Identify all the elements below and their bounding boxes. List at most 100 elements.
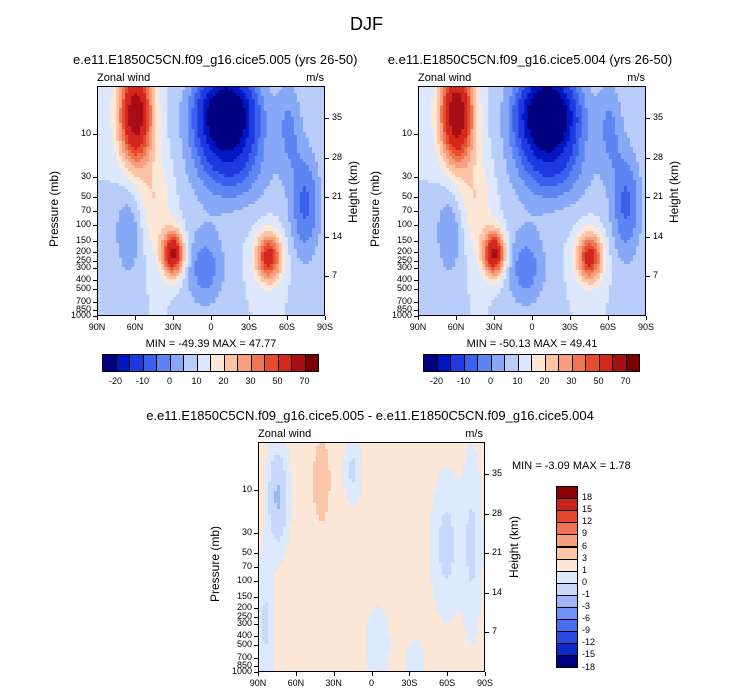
left-field-cell (281, 99, 286, 103)
left-field-cell (200, 105, 205, 109)
left-field-cell (200, 261, 205, 265)
left-field-cell (182, 102, 186, 106)
left-field-cell (122, 150, 126, 154)
left-field-cell (149, 123, 153, 127)
left-field-cell (281, 192, 286, 196)
left-field-cell (320, 201, 324, 205)
left-field-cell (227, 246, 232, 250)
left-field-cell (179, 102, 183, 106)
left-field-cell (230, 225, 235, 229)
left-field-cell (248, 210, 253, 214)
left-field-cell (191, 228, 196, 232)
left-field-cell (134, 162, 138, 166)
left-field-cell (188, 210, 193, 214)
left-field-cell (107, 228, 111, 232)
left-field-cell (173, 267, 177, 271)
left-field-cell (209, 165, 214, 169)
left-field-cell (248, 204, 253, 208)
left-field-cell (182, 231, 186, 235)
left-field-cell (146, 117, 150, 121)
left-field-cell (239, 180, 244, 184)
left-field-cell (284, 105, 289, 109)
left-field-cell (272, 270, 277, 274)
left-field-cell (287, 234, 292, 238)
left-field-cell (230, 147, 235, 151)
left-field-cell (317, 177, 322, 181)
left-field-cell (239, 192, 244, 196)
left-field-cell (287, 147, 292, 151)
left-field-cell (176, 219, 180, 223)
left-field-cell (290, 189, 295, 193)
left-field-cell (134, 282, 138, 286)
left-field-cell (155, 132, 159, 136)
left-field-cell (230, 99, 235, 103)
left-field-cell (152, 270, 156, 274)
left-field-cell (284, 198, 289, 202)
left-field-cell (221, 216, 226, 220)
left-field-cell (101, 207, 105, 211)
left-field-cell (134, 267, 138, 271)
left-field-cell (209, 120, 214, 124)
left-field-cell (140, 210, 144, 214)
left-field-cell (179, 201, 183, 205)
left-field-cell (158, 222, 162, 226)
left-field-cell (257, 201, 262, 205)
left-field-cell (242, 120, 247, 124)
left-field-cell (227, 195, 232, 199)
left-field-cell (248, 183, 253, 187)
left-field-cell (179, 147, 183, 151)
left-field-cell (299, 162, 304, 166)
left-field-cell (260, 270, 265, 274)
left-field-cell (194, 273, 199, 277)
left-field-cell (290, 210, 295, 214)
left-field-cell (98, 267, 102, 271)
left-field-cell (263, 255, 268, 259)
left-field-cell (146, 258, 150, 262)
left-field-cell (116, 114, 120, 118)
left-field-cell (320, 240, 324, 244)
left-field-cell (287, 207, 292, 211)
left-field-cell (290, 156, 295, 160)
left-field-cell (134, 198, 138, 202)
left-field-cell (182, 165, 186, 169)
left-field-cell (242, 105, 247, 109)
left-field-cell (161, 261, 165, 265)
left-field-cell (182, 177, 186, 181)
left-field-cell (308, 216, 313, 220)
left-field-cell (236, 123, 241, 127)
left-field-cell (182, 285, 186, 289)
left-field-cell (167, 198, 171, 202)
left-field-cell (194, 282, 199, 286)
left-field-cell (299, 165, 304, 169)
left-field-cell (128, 150, 132, 154)
left-field-cell (311, 180, 316, 184)
left-field-cell (164, 249, 168, 253)
left-field-cell (254, 255, 259, 259)
left-field-cell (164, 192, 168, 196)
left-field-cell (158, 141, 162, 145)
left-field-cell (302, 225, 307, 229)
left-field-cell (206, 255, 211, 259)
left-field-cell (275, 228, 280, 232)
left-field-cell (182, 87, 186, 91)
left-field-cell (149, 180, 153, 184)
left-field-cell (161, 285, 165, 289)
left-field-cell (173, 186, 177, 190)
left-field-cell (158, 189, 162, 193)
left-field-cell (197, 171, 202, 175)
left-field-cell (101, 243, 105, 247)
left-field-cell (311, 165, 316, 169)
left-field-cell (176, 123, 180, 127)
left-field-cell (122, 198, 126, 202)
left-field-cell (215, 114, 220, 118)
left-field-cell (230, 96, 235, 100)
left-field-cell (248, 132, 253, 136)
left-field-cell (170, 267, 174, 271)
left-field-cell (185, 258, 189, 262)
left-field-cell (278, 108, 283, 112)
left-field-cell (314, 147, 319, 151)
left-field-cell (137, 87, 141, 91)
left-field-cell (134, 108, 138, 112)
left-field-cell (227, 186, 232, 190)
left-field-cell (122, 240, 126, 244)
